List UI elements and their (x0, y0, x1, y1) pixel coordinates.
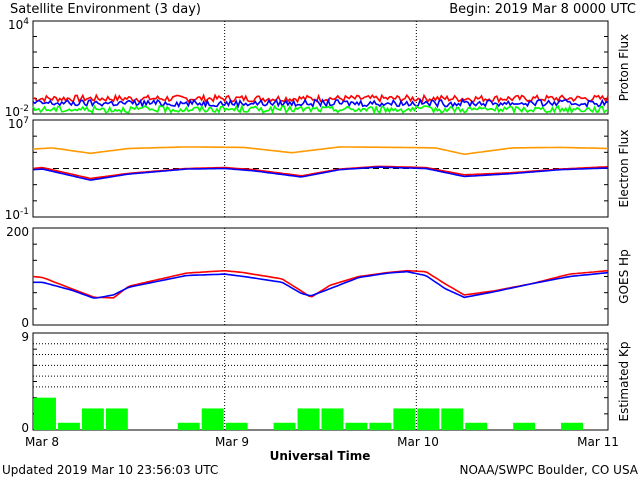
kp-bar (369, 422, 392, 430)
series-line (32, 93, 609, 104)
y-axis-label: Electron Flux (617, 130, 631, 208)
begin-time: Begin: 2019 Mar 8 0000 UTC (449, 2, 636, 17)
chart-title: Satellite Environment (3 day) (10, 2, 201, 17)
series-line (32, 166, 609, 181)
kp-bar (345, 422, 368, 430)
x-tick-label-mar8: Mar 8 (25, 435, 59, 449)
x-tick-label-mar10: Mar 10 (397, 435, 439, 449)
series-line (32, 97, 609, 109)
y-tick-label: 0 (21, 316, 29, 330)
kp-bar (225, 422, 248, 430)
kp-bar (393, 408, 416, 430)
series-line (32, 269, 609, 299)
kp-bar (201, 408, 224, 430)
kp-bar (513, 422, 536, 430)
y-tick-label: 10-2 (5, 104, 29, 119)
series-line (33, 270, 609, 299)
x-axis-title: Universal Time (270, 449, 371, 463)
kp-bar (465, 422, 488, 430)
x-axis: Mar 8 Mar 9 Mar 10 Mar 11 Universal Time (25, 435, 619, 463)
x-tick-label-mar11: Mar 11 (577, 435, 619, 449)
y-tick-label: 0 (21, 421, 29, 435)
series-line (32, 103, 609, 115)
kp-bar (561, 422, 584, 430)
panel-4: 9 0 Estimated Kp (21, 330, 631, 435)
y-tick-label: 200 (6, 225, 29, 239)
kp-bar (57, 422, 80, 430)
kp-bar (441, 408, 464, 430)
y-axis-label: Proton Flux (617, 34, 631, 101)
series-line (32, 146, 609, 156)
panel-3: 200 0 GOES Hp (6, 225, 631, 330)
credit-text: NOAA/SWPC Boulder, CO USA (460, 463, 639, 477)
kp-bar (297, 408, 320, 430)
panels: 104 10-2 Proton Flux 107 10-1 Electron Flux 20… (5, 17, 631, 435)
x-tick-label-mar9: Mar 9 (215, 435, 249, 449)
y-axis-label: GOES Hp (617, 249, 631, 303)
kp-bar (177, 422, 200, 430)
y-tick-label: 10-1 (5, 207, 29, 222)
panel-2: 107 10-1 Electron Flux (5, 116, 631, 222)
panel-frame (32, 119, 609, 218)
y-tick-label: 104 (8, 17, 29, 32)
y-tick-label: 107 (8, 116, 29, 131)
updated-timestamp: Updated 2019 Mar 10 23:56:03 UTC (2, 463, 218, 477)
kp-bar (81, 408, 104, 430)
panel-frame (32, 227, 609, 326)
kp-bar (321, 408, 344, 430)
kp-bar (273, 422, 296, 430)
kp-bar (417, 408, 440, 430)
kp-bar (34, 397, 56, 430)
kp-bar (105, 408, 128, 430)
panel-1: 104 10-2 Proton Flux (5, 17, 631, 119)
y-tick-label: 9 (21, 330, 29, 344)
y-axis-label: Estimated Kp (617, 342, 631, 422)
